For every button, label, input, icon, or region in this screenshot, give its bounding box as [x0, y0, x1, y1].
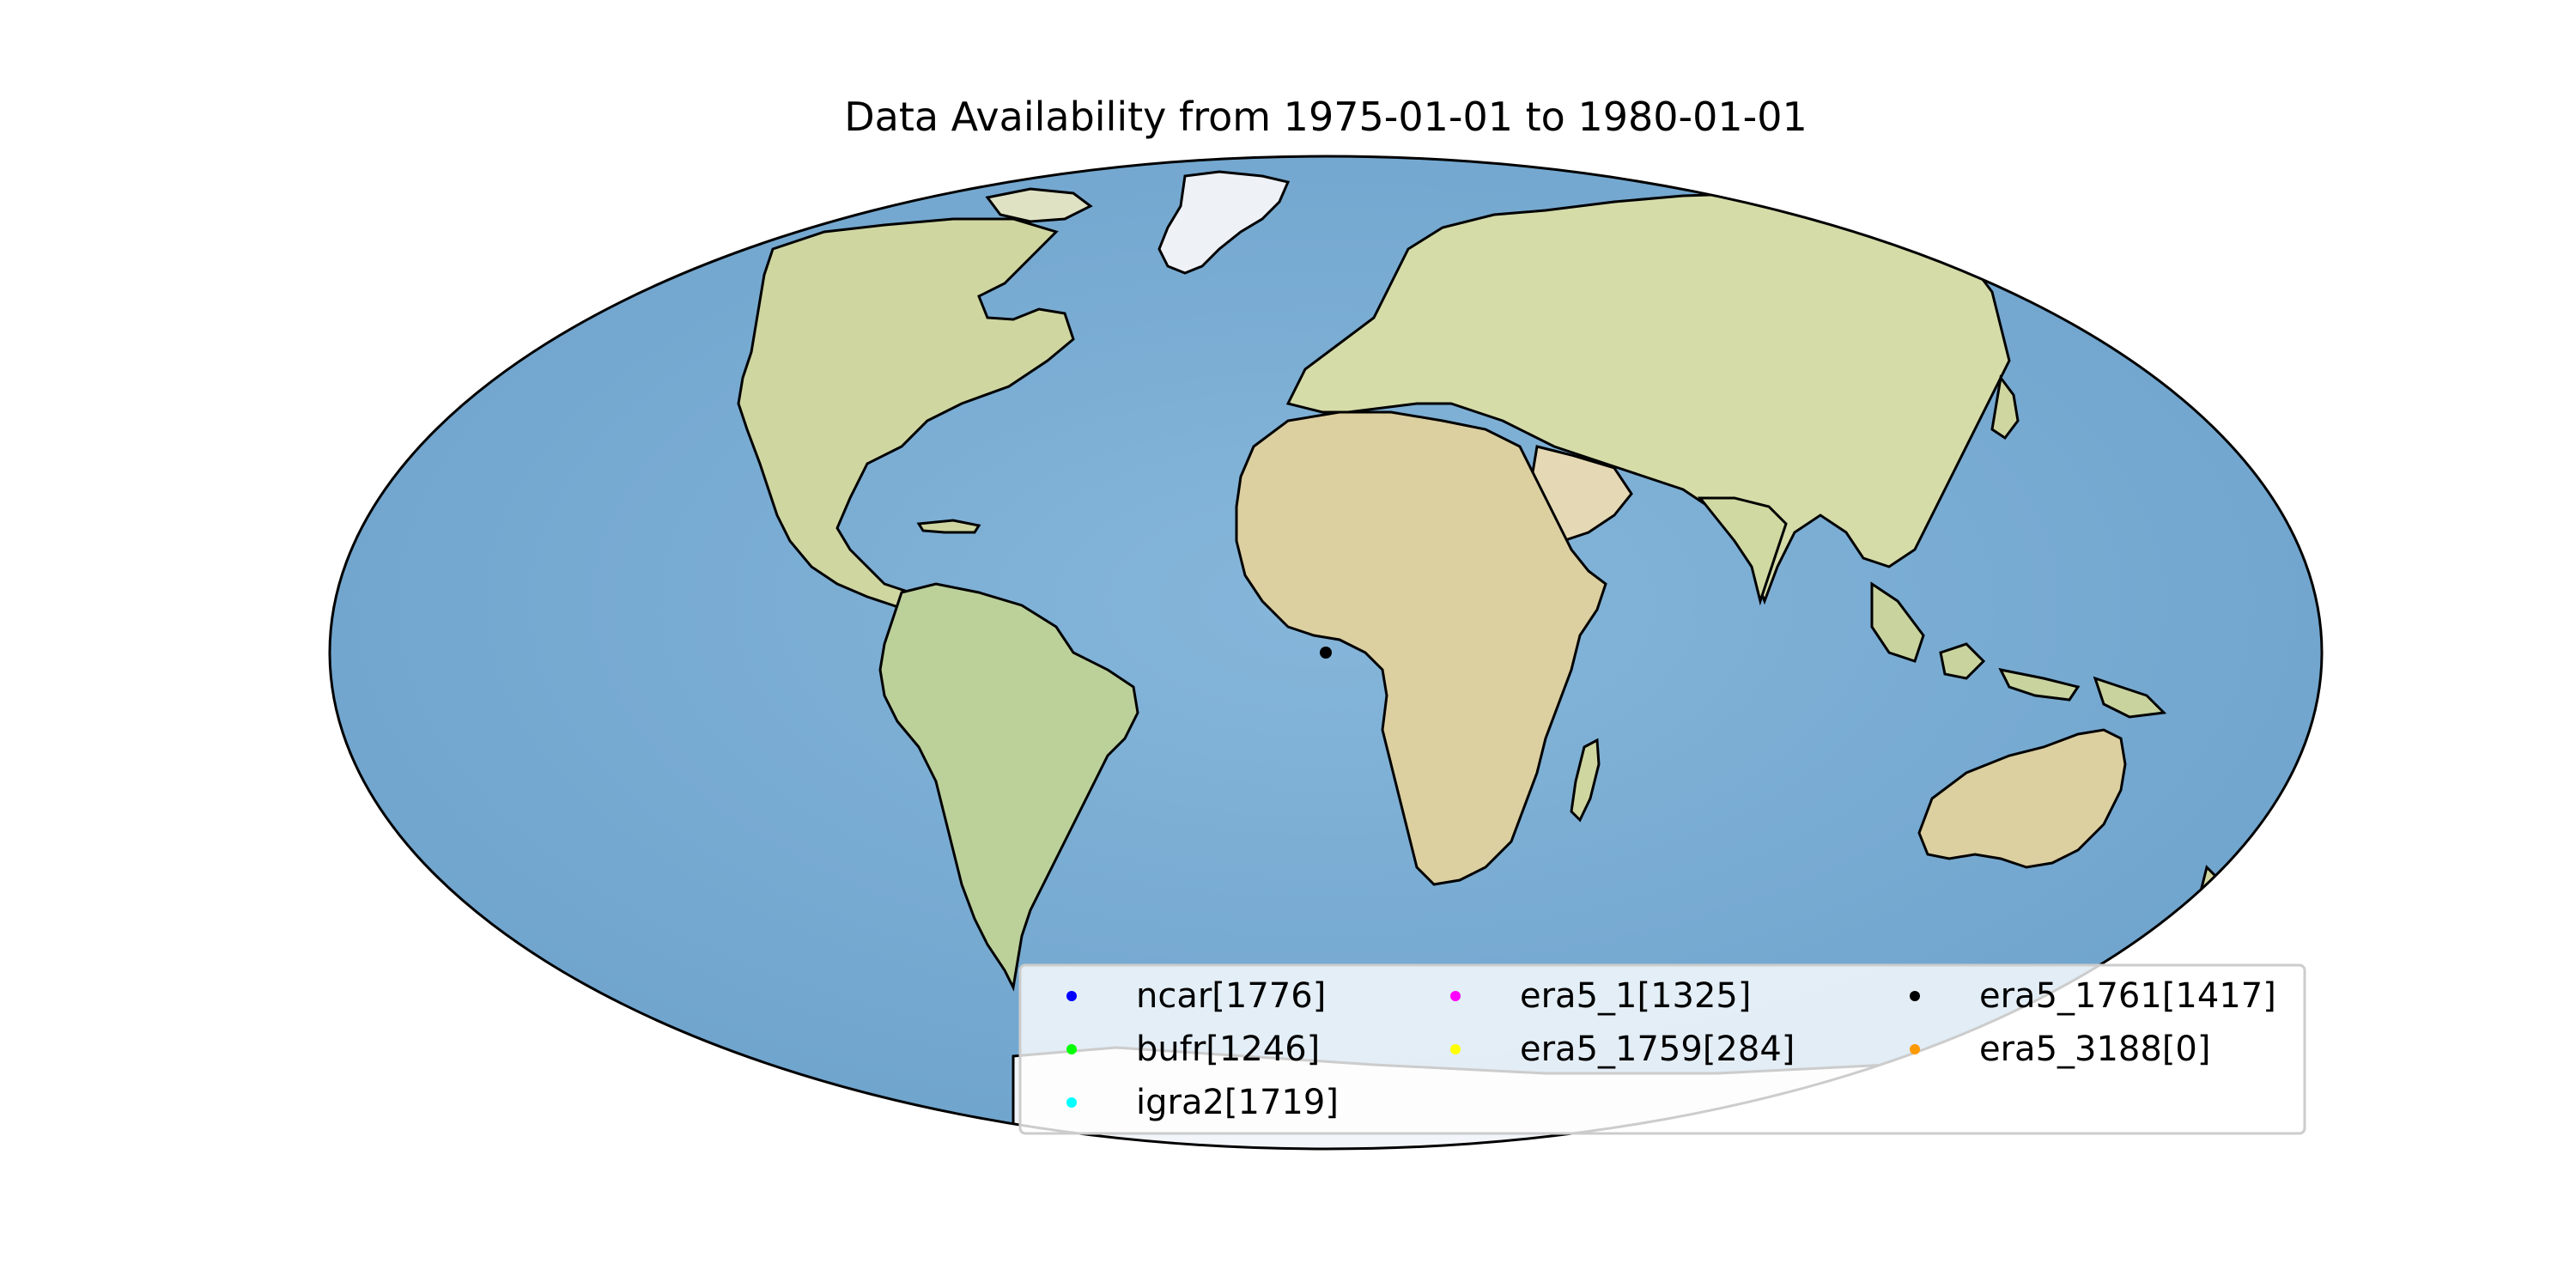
- legend-marker-bufr: [1066, 1044, 1077, 1054]
- legend-marker-era5-1761: [1910, 991, 1920, 1001]
- station-marker-era5_1761: [1320, 647, 1332, 659]
- legend-marker-era5-3188: [1910, 1044, 1920, 1054]
- legend-box: [1018, 963, 2306, 1135]
- legend-marker-era5-1: [1450, 991, 1461, 1001]
- north-america-landmass: [737, 217, 1075, 616]
- legend-label-era5-1759: era5_1759[284]: [1520, 1030, 1795, 1069]
- legend-marker-era5-1759: [1450, 1044, 1461, 1054]
- africa-landmass: [1235, 410, 1607, 886]
- globe-outline: [328, 155, 2324, 1151]
- madagascar-island: [1570, 738, 1601, 823]
- india-subcontinent: [1697, 496, 1788, 606]
- legend-label-igra2: igra2[1719]: [1136, 1083, 1339, 1122]
- arctic-islands: [985, 187, 1093, 223]
- legend-label-bufr: bufr[1246]: [1136, 1030, 1320, 1069]
- japan-islands: [1990, 374, 2020, 440]
- caribbean-islands: [916, 519, 981, 534]
- map-title: Data Availability from 1975-01-01 to 198…: [844, 94, 1807, 140]
- legend-label-era5-1: era5_1[1325]: [1520, 976, 1751, 1016]
- station-markers: [1320, 647, 1332, 659]
- legend-label-era5-3188: era5_3188[0]: [1979, 1030, 2210, 1069]
- legend-label-era5-1761: era5_1761[1417]: [1979, 976, 2276, 1016]
- south-america-landmass: [878, 582, 1139, 992]
- legend-marker-ncar: [1066, 991, 1077, 1001]
- greenland-landmass: [1157, 170, 1291, 275]
- legend-label-ncar: ncar[1776]: [1136, 976, 1326, 1016]
- legend-marker-igra2: [1066, 1097, 1077, 1108]
- australia-landmass: [1917, 728, 2127, 869]
- legend: ncar[1776] bufr[1246] igra2[1719] era5_1…: [1018, 963, 2306, 1135]
- eurasia-landmass: [1285, 191, 2011, 605]
- southeast-asia-islands: [1870, 581, 2167, 719]
